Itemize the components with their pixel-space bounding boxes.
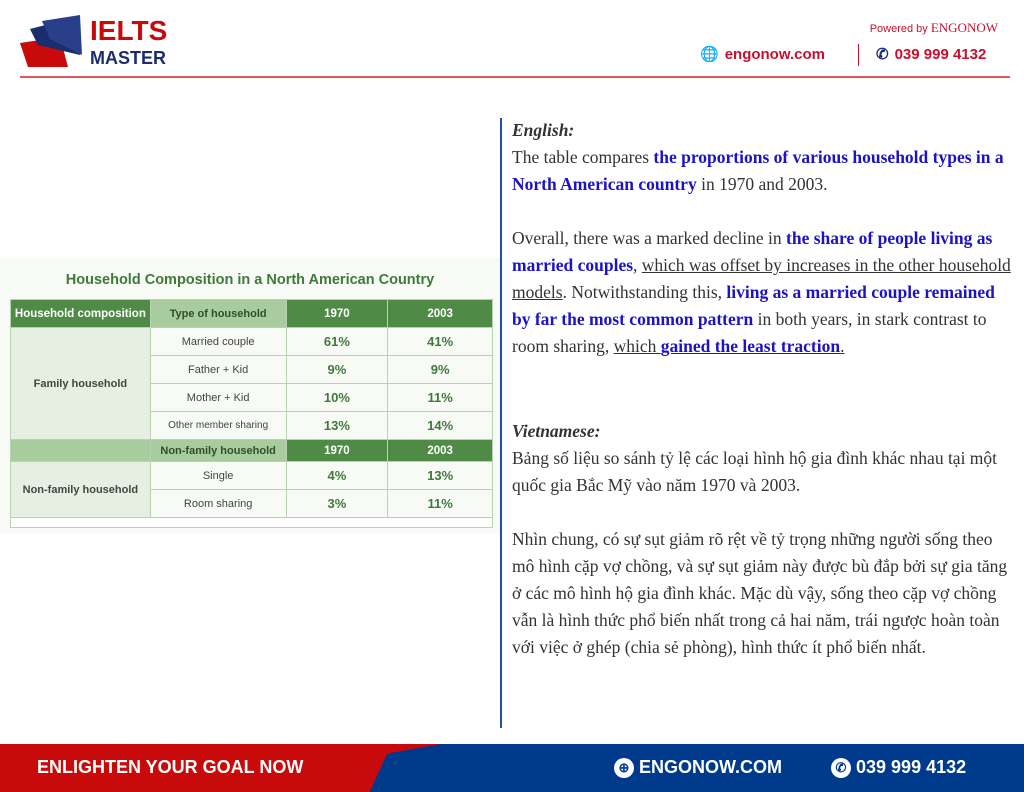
type-cell: Father + Kid bbox=[149, 355, 287, 384]
footer-slogan: ENLIGHTEN YOUR GOAL NOW bbox=[37, 757, 304, 777]
logo-text-ielts: IELTS bbox=[90, 15, 168, 46]
table-row: Father + Kid 9% 9% bbox=[11, 355, 493, 384]
table-row: Mother + Kid 10% 11% bbox=[11, 383, 493, 412]
table-empty-row bbox=[10, 517, 493, 528]
contact-divider bbox=[858, 44, 859, 66]
group-cell: Family household bbox=[10, 327, 151, 440]
powered-by: Powered by ENGONOW bbox=[870, 20, 998, 36]
footer-red-panel bbox=[0, 744, 440, 792]
text-segment: . Notwithstanding this, bbox=[562, 282, 727, 302]
header-cell: 2003 bbox=[387, 299, 493, 328]
header-cell: Non-family household bbox=[149, 439, 287, 462]
value-cell: 11% bbox=[387, 489, 493, 518]
group-cell: Non-family household bbox=[10, 461, 151, 518]
highlighted-phrase: living as a married couple remained by f… bbox=[512, 282, 995, 329]
text-segment: Overall, there was a marked decline in bbox=[512, 228, 787, 248]
blank-cell bbox=[10, 439, 151, 462]
underlined-phrase: which was offset by increases in the oth… bbox=[512, 255, 1011, 302]
type-cell: Room sharing bbox=[149, 489, 287, 518]
value-cell: 11% bbox=[387, 383, 493, 412]
header-phone-link[interactable]: ✆ 039 999 4132 bbox=[876, 45, 987, 64]
ielts-master-logo[interactable]: IELTS MASTER bbox=[20, 15, 180, 70]
value-cell: 10% bbox=[285, 383, 389, 412]
header-website: engonow.com bbox=[724, 45, 825, 63]
empty-cell bbox=[10, 517, 493, 528]
table-row: Non-family household Single 4% 13% bbox=[10, 461, 493, 518]
value-cell: 41% bbox=[387, 327, 493, 356]
highlighted-phrase: gained the least traction bbox=[660, 336, 841, 356]
footer-website: ENGONOW.COM bbox=[639, 757, 783, 777]
logo-text-master: MASTER bbox=[90, 48, 166, 68]
powered-brand: ENGONOW bbox=[930, 20, 998, 35]
value-cell: 9% bbox=[285, 355, 389, 384]
header-website-link[interactable]: 🌐 engonow.com bbox=[700, 45, 825, 64]
vietnamese-paragraph-2: Nhìn chung, có sự sụt giảm rõ rệt về tỷ … bbox=[512, 529, 1008, 657]
value-cell: 61% bbox=[285, 327, 389, 356]
phone-icon: ✆ bbox=[876, 46, 889, 63]
vietnamese-paragraph-1: Bảng số liệu so sánh tỷ lệ các loại hình… bbox=[512, 448, 998, 495]
text-segment: , bbox=[633, 255, 642, 275]
logo-book-icon bbox=[20, 15, 82, 67]
header-cell: Household composition bbox=[10, 299, 151, 328]
type-cell: Mother + Kid bbox=[149, 383, 287, 412]
table-row: Family household Married couple 61% 41% bbox=[10, 327, 493, 440]
type-cell: Other member sharing bbox=[149, 411, 287, 440]
header-divider bbox=[20, 76, 1010, 78]
english-paragraph-2: Overall, there was a marked decline in t… bbox=[512, 225, 1017, 360]
value-cell: 13% bbox=[285, 411, 389, 440]
table-row: Other member sharing 13% 14% bbox=[11, 411, 493, 440]
value-cell: 3% bbox=[285, 489, 389, 518]
header-phone: 039 999 4132 bbox=[894, 45, 987, 63]
english-label: English: bbox=[512, 120, 575, 140]
header-cell: 1970 bbox=[285, 439, 389, 462]
highlighted-phrase: the proportions of various household typ… bbox=[512, 147, 1004, 194]
text-segment: in both years, in stark contrast to room… bbox=[512, 309, 987, 356]
value-cell: 9% bbox=[387, 355, 493, 384]
table-title: Household Composition in a North America… bbox=[65, 272, 435, 288]
vietnamese-label: Vietnamese: bbox=[512, 421, 601, 441]
underlined-phrase: . bbox=[840, 336, 845, 356]
type-cell: Married couple bbox=[149, 327, 287, 356]
highlighted-phrase: the share of people living as married co… bbox=[512, 228, 993, 275]
vietnamese-section: Vietnamese: Bảng số liệu so sánh tỷ lệ c… bbox=[512, 418, 1017, 661]
value-cell: 4% bbox=[285, 461, 389, 490]
table-subheader-row: Non-family household 1970 2003 bbox=[10, 439, 493, 462]
header-cell: 2003 bbox=[387, 439, 493, 462]
powered-prefix: Powered by bbox=[869, 23, 928, 35]
globe-icon: ⊕ bbox=[614, 758, 634, 779]
household-table: Household composition Type of household … bbox=[10, 299, 493, 528]
value-cell: 13% bbox=[387, 461, 493, 490]
table-row: Room sharing 3% 11% bbox=[11, 489, 493, 518]
header-cell: Type of household bbox=[149, 299, 287, 328]
text-segment: The table compares bbox=[512, 147, 654, 167]
value-cell: 14% bbox=[387, 411, 493, 440]
english-paragraph-1: The table compares the proportions of va… bbox=[512, 144, 1017, 198]
underlined-phrase: which bbox=[613, 336, 661, 356]
text-segment: in 1970 and 2003. bbox=[696, 174, 828, 194]
footer-phone-link[interactable]: ✆ 039 999 4132 bbox=[831, 757, 967, 779]
type-cell: Single bbox=[149, 461, 287, 490]
english-section: English: The table compares the proporti… bbox=[512, 117, 1017, 360]
header-cell: 1970 bbox=[285, 299, 389, 328]
phone-icon: ✆ bbox=[831, 758, 851, 779]
footer-website-link[interactable]: ⊕ ENGONOW.COM bbox=[614, 757, 783, 779]
content-divider bbox=[500, 118, 502, 728]
globe-icon: 🌐 bbox=[700, 46, 719, 63]
footer-phone: 039 999 4132 bbox=[856, 757, 967, 777]
table-header-row: Household composition Type of household … bbox=[10, 299, 493, 328]
